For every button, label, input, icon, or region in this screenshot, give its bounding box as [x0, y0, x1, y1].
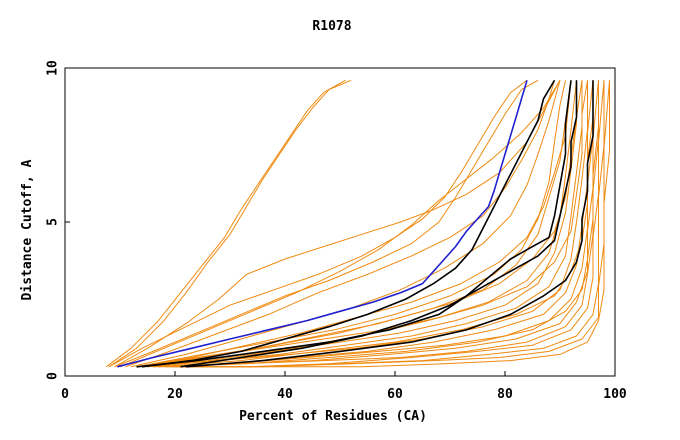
series-line-orange-19: [164, 80, 605, 368]
series-line-orange-27: [163, 80, 599, 368]
series-line-orange-21: [175, 80, 610, 368]
x-axis-label: Percent of Residues (CA): [239, 409, 427, 424]
series-line-orange-5: [114, 80, 561, 368]
series-line-blue-28: [117, 80, 528, 368]
y-axis-label: Distance Cutoff, A: [20, 159, 35, 300]
series-line-orange-24: [147, 80, 588, 368]
series-layer: [106, 79, 610, 368]
series-line-orange-7: [125, 80, 555, 368]
series-line-orange-6: [119, 80, 561, 368]
series-line-orange-11: [141, 80, 577, 368]
series-line-black-29: [141, 79, 556, 368]
x-tick-label: 60: [387, 387, 403, 402]
series-line-black-32: [136, 80, 572, 368]
y-tick-label: 10: [46, 60, 61, 76]
series-line-orange-9: [136, 80, 572, 368]
series-line-orange-8: [130, 80, 561, 368]
series-line-orange-13: [147, 80, 583, 368]
x-tick-label: 80: [497, 387, 513, 402]
x-tick-label: 20: [167, 387, 183, 402]
x-tick-label: 0: [61, 387, 69, 402]
series-line-orange-25: [136, 80, 566, 368]
chart-title: R1078: [312, 19, 351, 34]
series-line-orange-2: [108, 79, 352, 368]
series-line-orange-23: [141, 80, 583, 368]
y-tick-label: 5: [46, 218, 61, 226]
x-tick-label: 40: [277, 387, 293, 402]
series-line-orange-14: [147, 80, 588, 368]
series-line-orange-1: [106, 79, 346, 368]
series-line-black-31: [185, 80, 594, 368]
series-line-orange-4: [114, 79, 539, 368]
series-line-orange-10: [136, 80, 572, 368]
axis-ticks: 0 20 40 60 80 100 0 5 10: [46, 60, 627, 402]
series-line-orange-22: [180, 80, 610, 368]
x-tick-label: 100: [603, 387, 627, 402]
y-tick-label: 0: [46, 372, 61, 380]
